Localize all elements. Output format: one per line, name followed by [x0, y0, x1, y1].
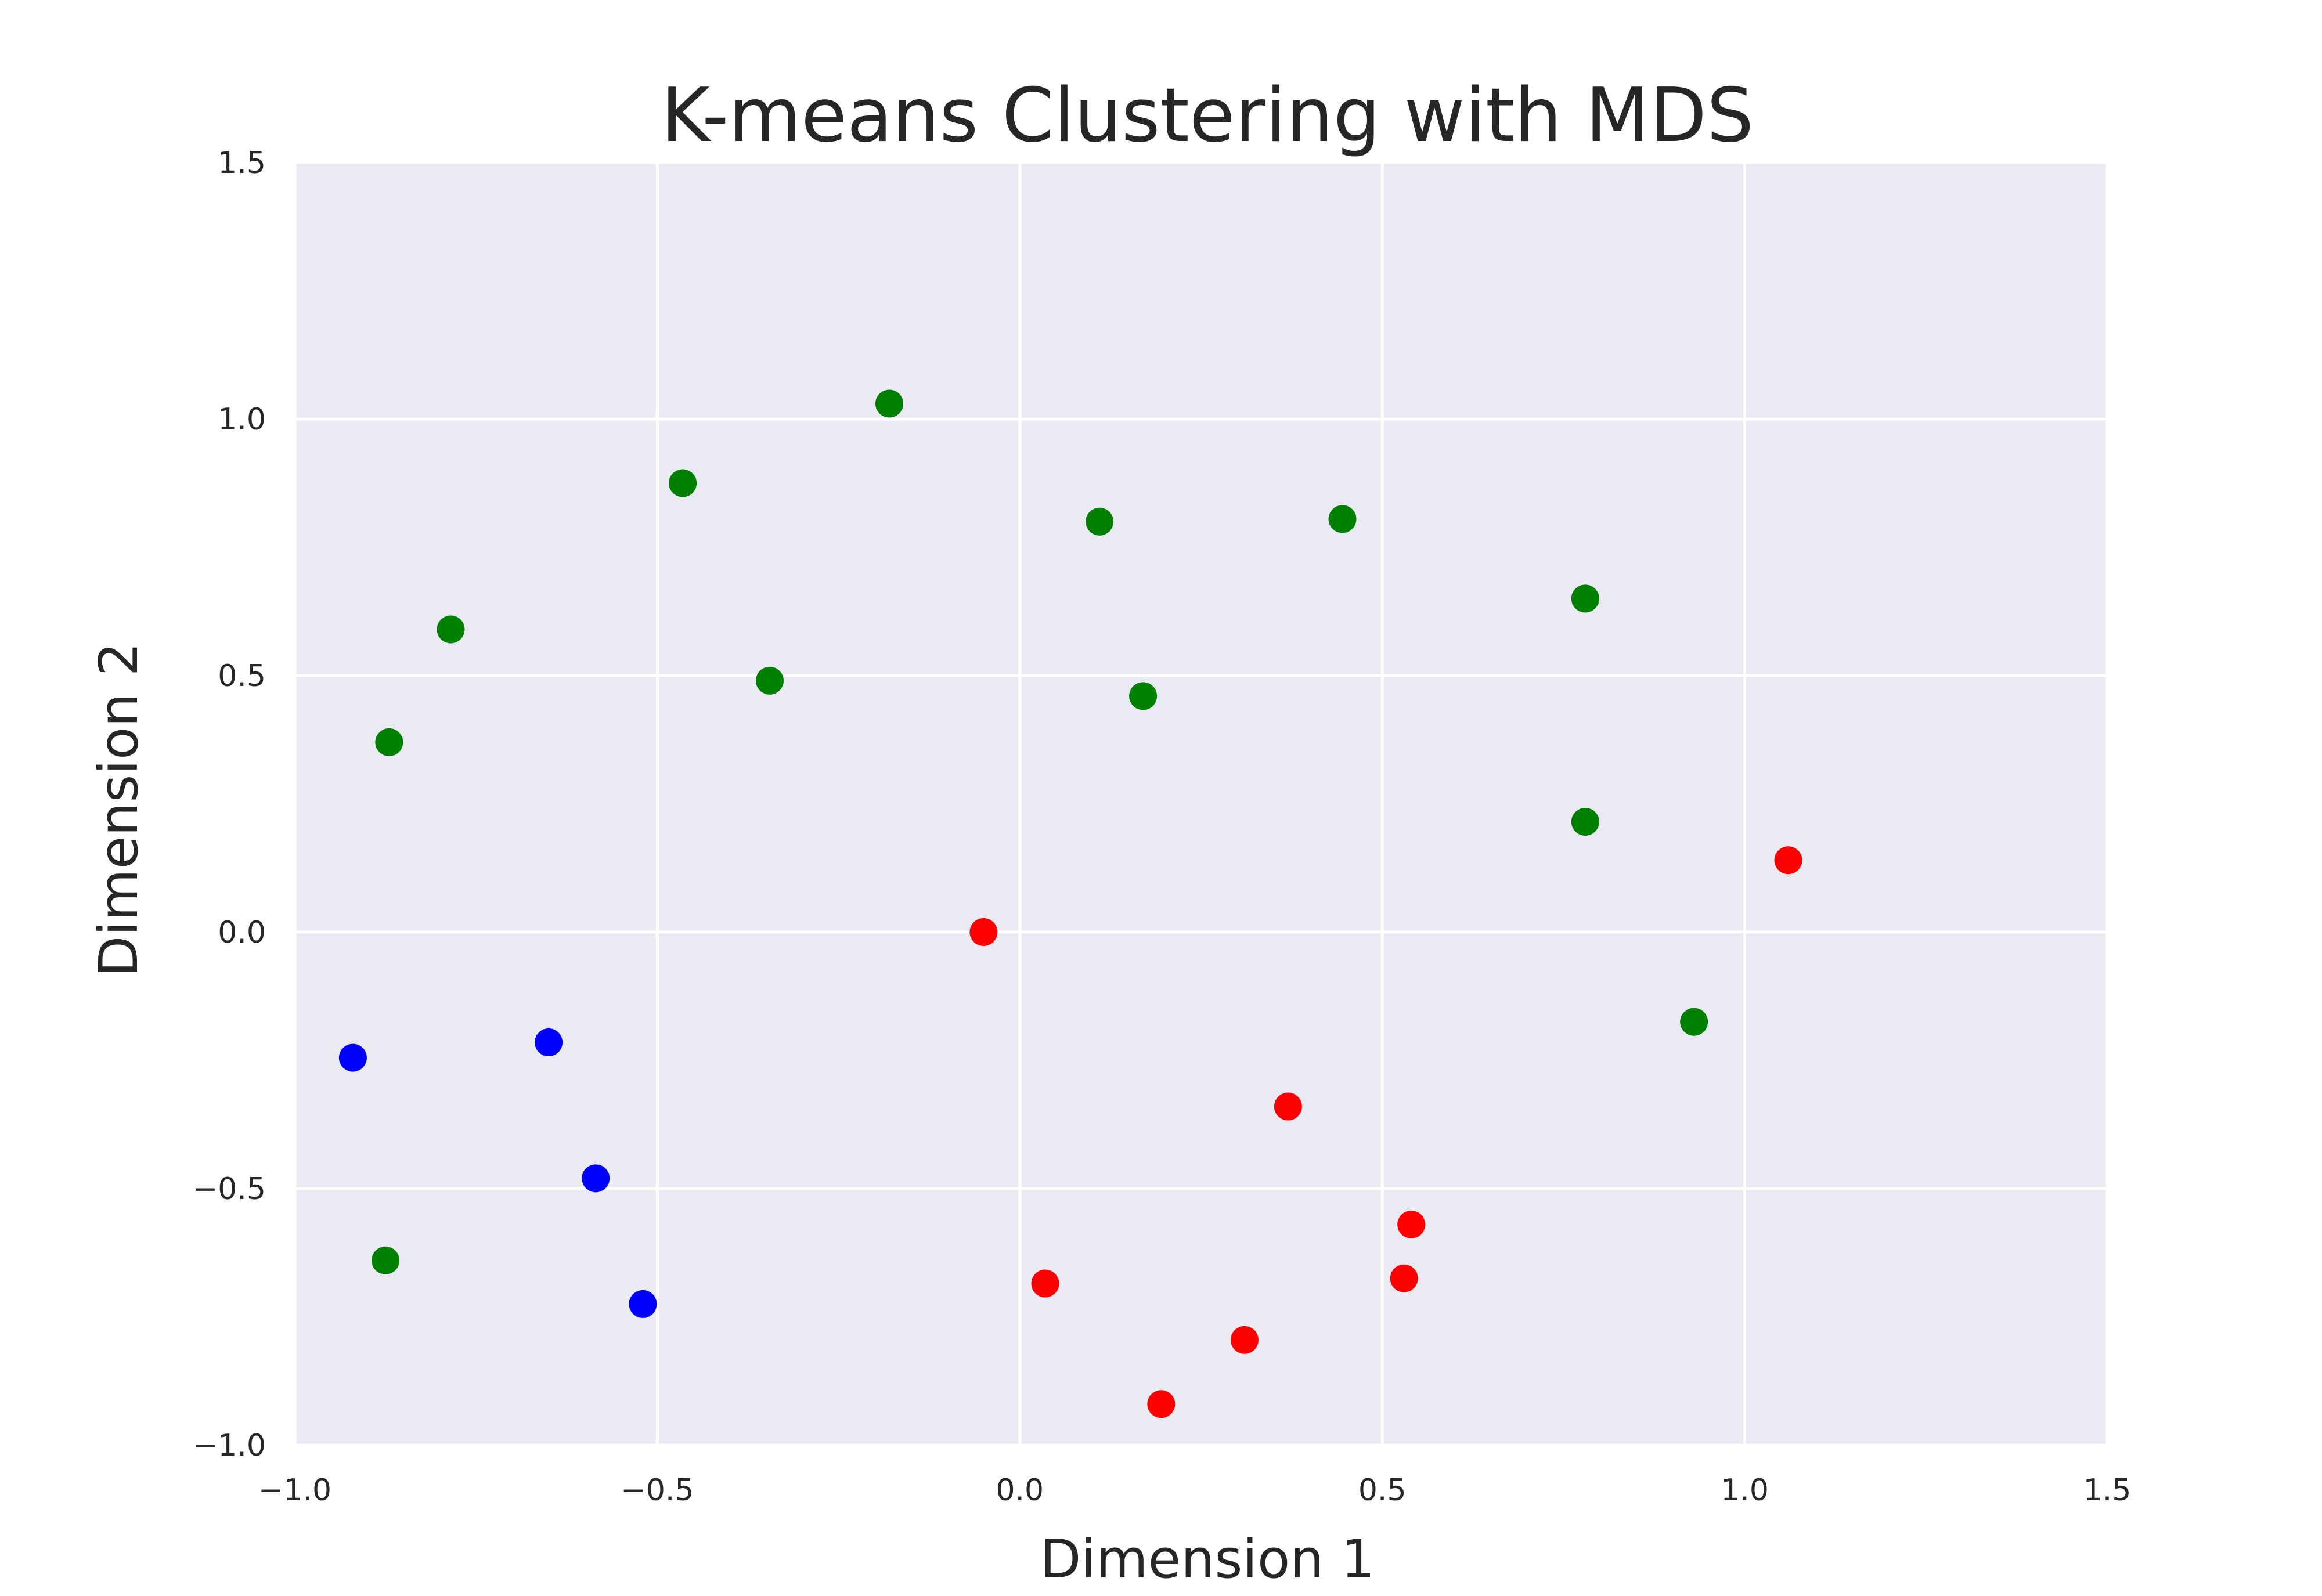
- scatter-point: [1571, 584, 1599, 613]
- scatter-point: [1680, 1008, 1708, 1036]
- x-tick-label: −0.5: [621, 1473, 694, 1508]
- x-tick-label: 1.0: [1721, 1473, 1769, 1508]
- scatter-point: [1147, 1390, 1176, 1418]
- data-points: [338, 389, 1802, 1418]
- scatter-point: [437, 615, 465, 644]
- y-tick-label: 0.0: [218, 915, 266, 950]
- y-tick-label: 0.5: [218, 659, 266, 694]
- scatter-point: [1390, 1264, 1418, 1292]
- y-tick-label: −1.0: [193, 1428, 266, 1463]
- scatter-point: [1571, 807, 1599, 836]
- scatter-point: [375, 728, 403, 756]
- scatter-point: [1031, 1269, 1059, 1298]
- y-tick-label: −0.5: [193, 1172, 266, 1207]
- scatter-point: [1774, 846, 1802, 875]
- x-tick-label: 0.0: [996, 1473, 1044, 1508]
- grid: [293, 161, 2109, 1447]
- scatter-point: [875, 389, 904, 418]
- scatter-point: [372, 1246, 400, 1274]
- scatter-point: [1129, 682, 1158, 710]
- scatter-point: [629, 1290, 657, 1318]
- x-tick-label: 1.5: [2083, 1473, 2132, 1508]
- y-axis-title: Dimension 2: [88, 642, 150, 977]
- x-axis-title: Dimension 1: [1040, 1528, 1375, 1590]
- scatter-point: [1274, 1092, 1302, 1121]
- scatter-point: [1086, 507, 1114, 536]
- x-tick-labels: −1.0 −0.5 0.0 0.5 1.0 1.5: [258, 1473, 2131, 1508]
- scatter-point: [755, 666, 784, 695]
- scatter-point: [669, 469, 697, 497]
- x-tick-label: 0.5: [1358, 1473, 1407, 1508]
- scatter-point: [535, 1028, 563, 1057]
- scatter-point: [1230, 1326, 1259, 1354]
- scatter-point: [1328, 505, 1357, 533]
- scatter-point: [969, 918, 998, 946]
- y-tick-label: 1.5: [218, 146, 266, 180]
- plot-background: [295, 163, 2107, 1445]
- x-tick-label: −1.0: [258, 1473, 331, 1508]
- y-tick-labels: −1.0 −0.5 0.0 0.5 1.0 1.5: [193, 146, 266, 1463]
- scatter-point: [582, 1164, 610, 1193]
- y-tick-label: 1.0: [218, 402, 266, 437]
- scatter-point: [1397, 1210, 1426, 1238]
- chart-title: K-means Clustering with MDS: [661, 73, 1754, 159]
- scatter-point: [338, 1043, 367, 1072]
